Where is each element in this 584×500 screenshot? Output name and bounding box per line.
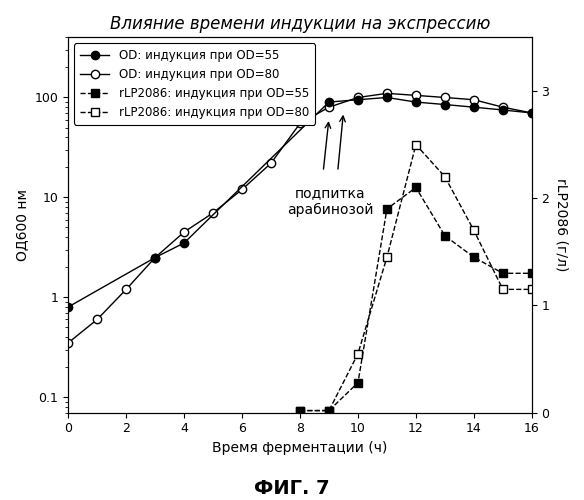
Text: ФИГ. 7: ФИГ. 7 [254, 478, 330, 498]
Title: Влияние времени индукции на экспрессию: Влияние времени индукции на экспрессию [110, 15, 490, 33]
Y-axis label: rLP2086 (г/л): rLP2086 (г/л) [555, 178, 569, 272]
Text: подпитка
арабинозой: подпитка арабинозой [287, 186, 374, 218]
Y-axis label: ОД600 нм: ОД600 нм [15, 189, 29, 261]
Legend: OD: индукция при OD=55, OD: индукция при OD=80, rLP2086: индукция при OD=55, rLP: OD: индукция при OD=55, OD: индукция при… [74, 43, 315, 124]
X-axis label: Время ферментации (ч): Время ферментации (ч) [213, 441, 388, 455]
